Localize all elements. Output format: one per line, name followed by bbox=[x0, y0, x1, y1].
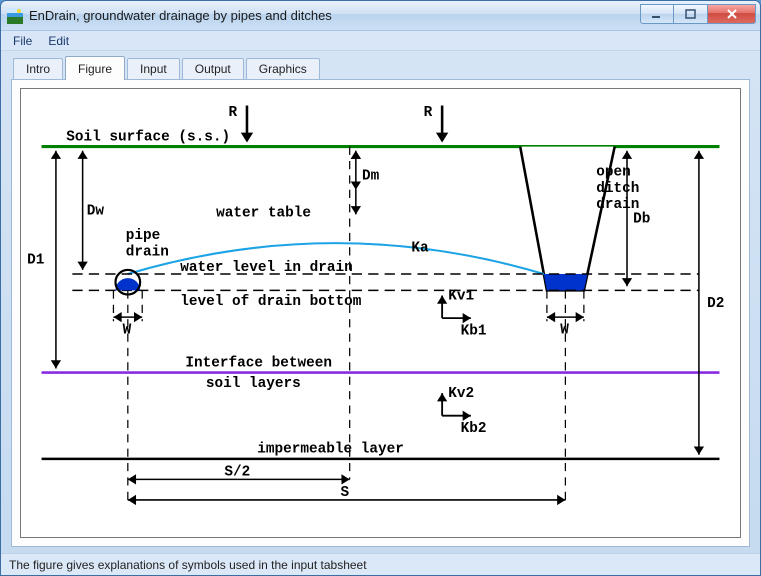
figure-panel: Soil surface (s.s.) R Ropenditch drain water… bbox=[20, 88, 741, 538]
maximize-button[interactable] bbox=[674, 4, 708, 24]
svg-text:D1: D1 bbox=[27, 253, 45, 269]
svg-text:Kb1: Kb1 bbox=[461, 324, 487, 340]
svg-text:S: S bbox=[340, 485, 349, 501]
svg-text:impermeable layer: impermeable layer bbox=[257, 442, 404, 458]
svg-text:Kv1: Kv1 bbox=[448, 289, 474, 305]
menu-edit[interactable]: Edit bbox=[42, 33, 75, 49]
svg-text:W: W bbox=[560, 323, 569, 339]
svg-text:drain: drain bbox=[126, 244, 169, 260]
svg-text:Dm: Dm bbox=[362, 168, 380, 184]
close-button[interactable] bbox=[708, 4, 756, 24]
svg-text:S/2: S/2 bbox=[224, 464, 250, 480]
tabbar: Intro Figure Input Output Graphics bbox=[1, 51, 760, 79]
client-area: Soil surface (s.s.) R Ropenditch drain water… bbox=[11, 79, 750, 547]
titlebar[interactable]: EnDrain, groundwater drainage by pipes a… bbox=[1, 1, 760, 31]
menu-file[interactable]: File bbox=[7, 33, 38, 49]
app-icon bbox=[7, 8, 23, 24]
svg-text:water level in drain: water level in drain bbox=[180, 260, 353, 276]
svg-text:soil layers: soil layers bbox=[206, 376, 301, 392]
tab-graphics[interactable]: Graphics bbox=[246, 58, 320, 79]
svg-text:Soil surface (s.s.): Soil surface (s.s.) bbox=[66, 129, 230, 145]
svg-text:ditch: ditch bbox=[596, 181, 639, 197]
tab-intro[interactable]: Intro bbox=[13, 58, 63, 79]
svg-text:Db: Db bbox=[633, 212, 650, 228]
svg-text:R: R bbox=[228, 105, 237, 121]
window-controls bbox=[640, 4, 756, 24]
svg-text:Interface between: Interface between bbox=[185, 355, 332, 371]
window-title: EnDrain, groundwater drainage by pipes a… bbox=[29, 8, 332, 23]
menubar: File Edit bbox=[1, 31, 760, 51]
svg-text:D2: D2 bbox=[707, 296, 724, 312]
app-window: EnDrain, groundwater drainage by pipes a… bbox=[0, 0, 761, 576]
status-text: The figure gives explanations of symbols… bbox=[9, 558, 367, 572]
tab-figure[interactable]: Figure bbox=[65, 56, 125, 80]
minimize-button[interactable] bbox=[640, 4, 674, 24]
svg-text:R: R bbox=[424, 105, 433, 121]
statusbar: The figure gives explanations of symbols… bbox=[1, 553, 760, 575]
tab-input[interactable]: Input bbox=[127, 58, 180, 79]
svg-text:Dw: Dw bbox=[87, 203, 105, 219]
svg-text:water table: water table bbox=[216, 205, 311, 221]
tab-output[interactable]: Output bbox=[182, 58, 244, 79]
svg-text:W: W bbox=[123, 323, 132, 339]
svg-text:Kv2: Kv2 bbox=[448, 386, 474, 402]
drainage-diagram: Soil surface (s.s.) R Ropenditch drain water… bbox=[21, 89, 740, 537]
svg-text:Ka: Ka bbox=[411, 240, 429, 256]
svg-text:Kb2: Kb2 bbox=[461, 421, 487, 437]
svg-text:level of drain bottom: level of drain bottom bbox=[180, 294, 362, 310]
svg-text:open: open bbox=[596, 164, 631, 180]
svg-text:pipe: pipe bbox=[126, 228, 161, 244]
